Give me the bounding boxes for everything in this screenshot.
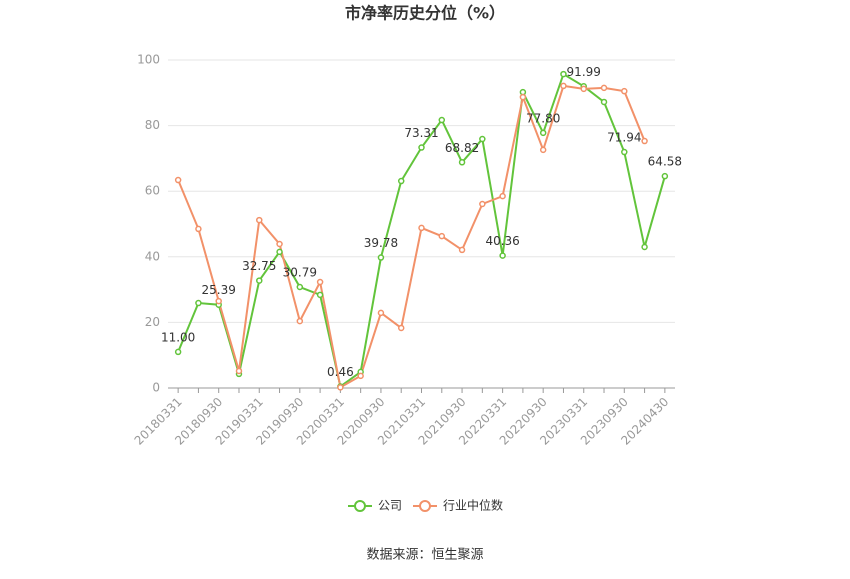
point (560, 70, 567, 78)
value-label: 30.79 (283, 266, 317, 280)
y-tick-label: 40 (145, 249, 160, 263)
value-label: 68.82 (445, 141, 479, 155)
legend-label: 公司 (378, 499, 402, 513)
point (195, 225, 202, 233)
point (296, 317, 304, 325)
y-tick-label: 100 (137, 53, 160, 67)
point (641, 243, 648, 251)
value-label: 25.39 (202, 283, 236, 297)
y-tick-label: 0 (152, 381, 160, 395)
point (661, 172, 669, 180)
value-label: 11.00 (161, 330, 195, 344)
point (621, 148, 628, 156)
point (337, 384, 344, 391)
value-label: 91.99 (567, 65, 601, 79)
value-label: 73.31 (404, 126, 438, 140)
point (316, 278, 324, 286)
value-label: 0.46 (327, 365, 354, 379)
point (276, 240, 283, 248)
chart-title: 市净率历史分位（%） (345, 4, 505, 23)
point (397, 177, 405, 185)
value-label: 71.94 (607, 131, 641, 145)
point (195, 299, 202, 307)
value-label: 40.36 (485, 234, 519, 248)
point (600, 84, 608, 92)
value-label: 77.80 (526, 111, 560, 125)
legend-marker (419, 500, 431, 512)
point (438, 116, 446, 124)
point (256, 277, 263, 284)
point (539, 129, 547, 137)
point (296, 283, 304, 291)
legend-label: 行业中位数 (443, 498, 503, 513)
point (499, 192, 506, 200)
point (539, 146, 547, 154)
point (174, 348, 182, 356)
point (256, 216, 263, 224)
point (215, 297, 222, 305)
point (458, 159, 466, 166)
y-tick-label: 80 (145, 118, 160, 132)
point (479, 200, 486, 208)
y-tick-label: 20 (145, 315, 160, 329)
point (621, 87, 628, 95)
point (580, 85, 587, 93)
point (560, 82, 567, 90)
point (377, 309, 385, 317)
point (519, 93, 527, 101)
value-label: 64.58 (648, 155, 682, 169)
point (418, 144, 425, 151)
value-label: 32.75 (242, 259, 276, 273)
point (438, 232, 446, 240)
legend-marker (354, 500, 366, 512)
point (418, 224, 425, 232)
point (458, 246, 466, 254)
y-tick-label: 60 (145, 184, 160, 198)
point (174, 176, 182, 184)
point (357, 372, 364, 380)
point (235, 367, 243, 375)
value-label: 39.78 (364, 236, 398, 250)
point (316, 291, 324, 299)
point (479, 135, 486, 143)
point (641, 137, 648, 145)
series-line (177, 84, 646, 389)
point (397, 324, 405, 332)
point (276, 248, 283, 256)
point (499, 252, 506, 259)
point (600, 98, 608, 106)
point (377, 254, 385, 261)
source: 数据来源：恒生聚源 (366, 548, 483, 563)
